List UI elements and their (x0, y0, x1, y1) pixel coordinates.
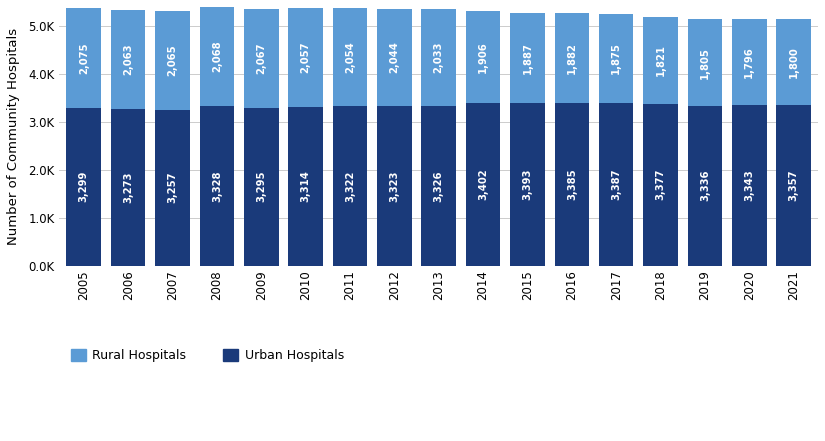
Text: 1,821: 1,821 (656, 44, 666, 76)
Text: 3,326: 3,326 (434, 170, 444, 202)
Bar (466, 103, 501, 265)
Bar (288, 107, 323, 265)
Text: 3,273: 3,273 (123, 172, 133, 203)
Bar (776, 19, 811, 105)
Text: 3,328: 3,328 (212, 170, 222, 202)
Text: 1,887: 1,887 (522, 42, 532, 74)
Bar (599, 14, 634, 103)
Text: 2,033: 2,033 (434, 42, 444, 73)
Bar (644, 17, 678, 104)
Text: 2,044: 2,044 (389, 41, 399, 73)
Bar (687, 19, 722, 106)
Bar (422, 9, 456, 106)
Text: 2,057: 2,057 (300, 42, 311, 73)
Bar (111, 10, 145, 109)
Bar (687, 106, 722, 265)
Text: 2,075: 2,075 (79, 42, 89, 74)
Text: 3,295: 3,295 (257, 171, 266, 202)
Bar (510, 103, 544, 265)
Bar (510, 13, 544, 103)
Bar (155, 110, 190, 265)
Text: 3,323: 3,323 (389, 170, 399, 202)
Text: 3,393: 3,393 (522, 168, 532, 200)
Text: 3,336: 3,336 (700, 170, 710, 202)
Y-axis label: Number of Community Hospitals: Number of Community Hospitals (7, 28, 20, 245)
Text: 1,882: 1,882 (567, 42, 577, 75)
Text: 3,377: 3,377 (656, 169, 666, 200)
Bar (732, 19, 766, 105)
Text: 3,257: 3,257 (167, 172, 177, 203)
Text: 2,068: 2,068 (212, 41, 222, 72)
Text: 3,299: 3,299 (79, 171, 89, 202)
Bar (644, 104, 678, 265)
Bar (244, 108, 279, 265)
Bar (155, 11, 190, 110)
Bar (554, 13, 589, 104)
Text: 2,065: 2,065 (167, 45, 177, 76)
Bar (67, 8, 101, 108)
Text: 3,357: 3,357 (789, 169, 799, 201)
Bar (200, 7, 234, 106)
Bar (776, 105, 811, 265)
Text: 1,805: 1,805 (700, 47, 710, 78)
Bar (422, 106, 456, 265)
Text: 2,063: 2,063 (123, 44, 133, 75)
Bar (377, 106, 412, 265)
Text: 3,402: 3,402 (478, 168, 488, 200)
Text: 3,322: 3,322 (345, 170, 355, 202)
Bar (466, 11, 501, 103)
Bar (200, 106, 234, 265)
Text: 1,906: 1,906 (478, 41, 488, 73)
Legend: Rural Hospitals, Urban Hospitals: Rural Hospitals, Urban Hospitals (66, 344, 349, 367)
Bar (554, 104, 589, 265)
Text: 1,875: 1,875 (611, 42, 621, 75)
Bar (67, 108, 101, 265)
Bar (732, 105, 766, 265)
Bar (111, 109, 145, 265)
Text: 3,343: 3,343 (744, 170, 754, 202)
Text: 1,796: 1,796 (744, 47, 754, 78)
Text: 1,800: 1,800 (789, 46, 799, 78)
Bar (288, 8, 323, 107)
Text: 2,067: 2,067 (257, 42, 266, 74)
Text: 3,314: 3,314 (300, 170, 311, 202)
Bar (332, 106, 367, 265)
Text: 3,387: 3,387 (611, 169, 621, 200)
Bar (244, 9, 279, 108)
Text: 3,385: 3,385 (567, 169, 577, 200)
Text: 2,054: 2,054 (345, 41, 355, 73)
Bar (332, 8, 367, 106)
Bar (599, 103, 634, 265)
Bar (377, 8, 412, 106)
